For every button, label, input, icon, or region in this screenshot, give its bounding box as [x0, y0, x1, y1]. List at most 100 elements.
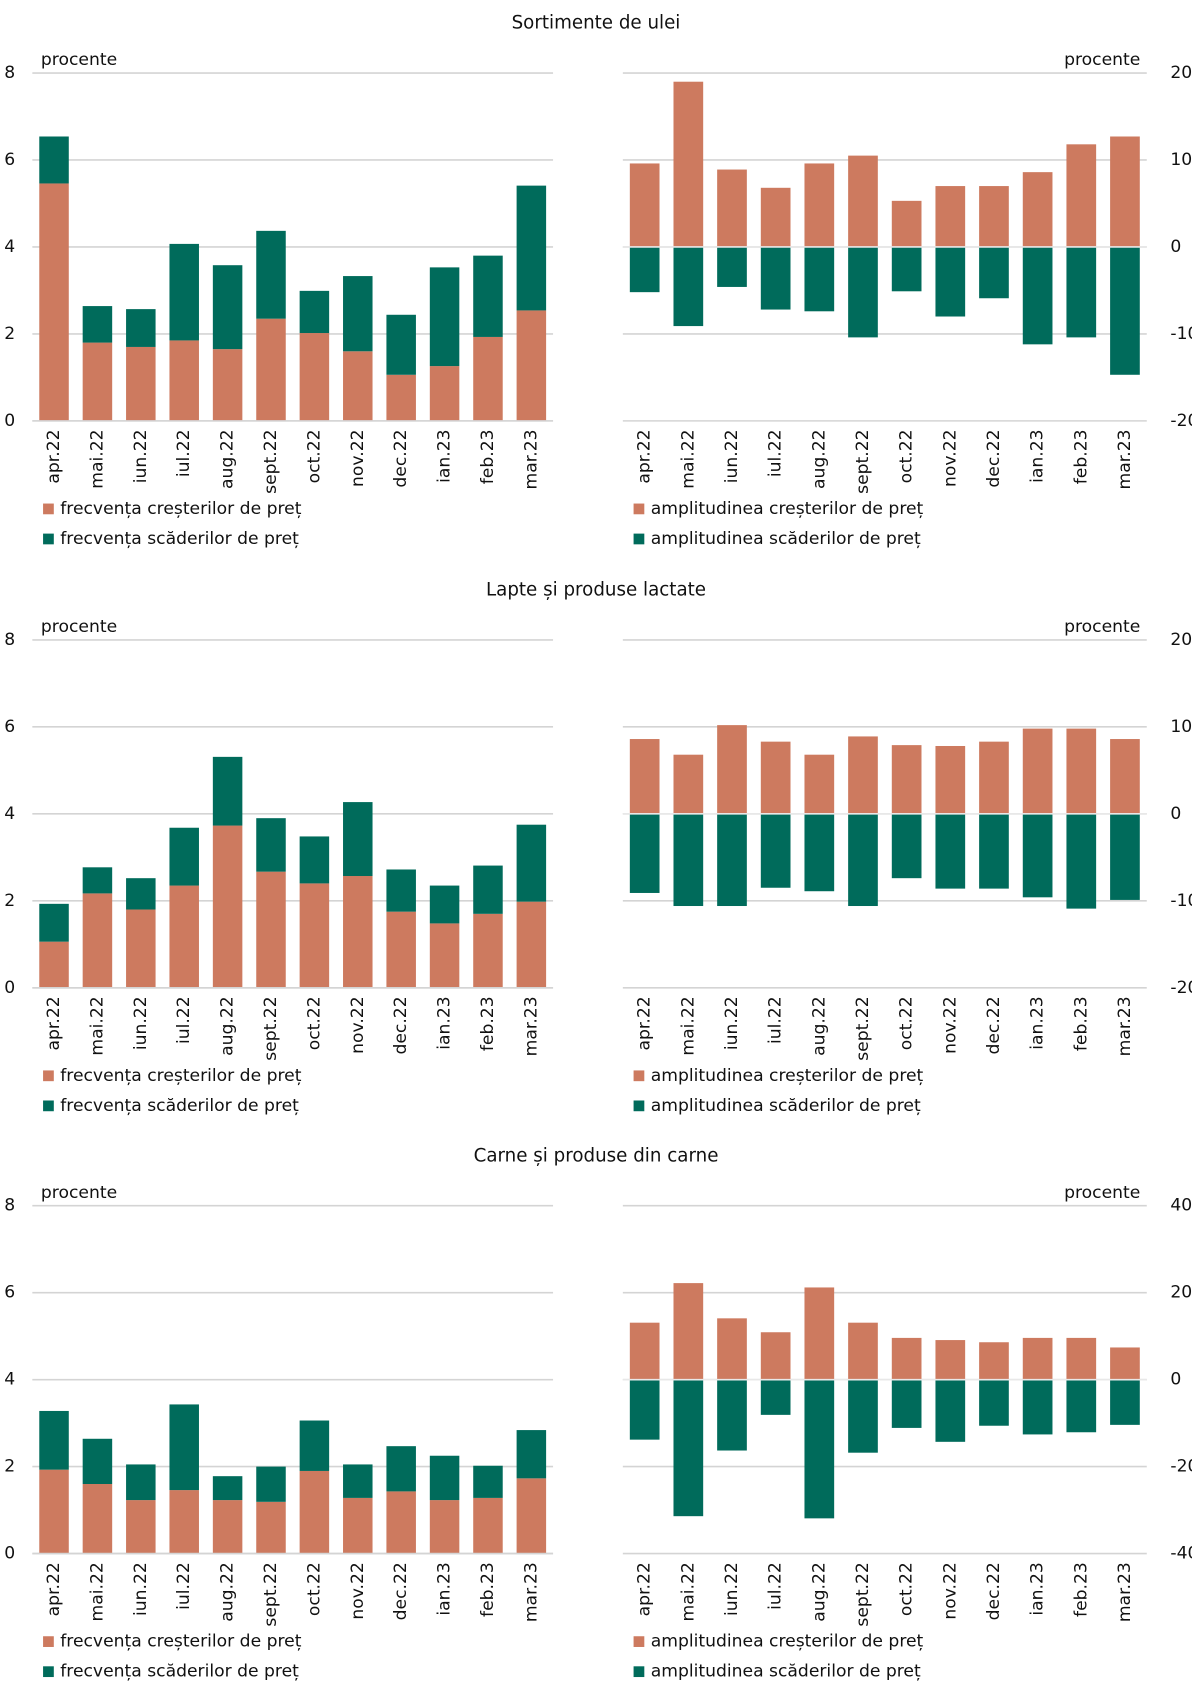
x-tick-label: nov.22 [348, 1562, 368, 1619]
bar [429, 885, 460, 924]
bar [39, 1469, 69, 1554]
bar [979, 1342, 1009, 1380]
bar [516, 1478, 547, 1554]
bar [891, 1337, 922, 1380]
bar [299, 836, 330, 884]
x-tick-label: iun.22 [722, 1562, 742, 1616]
bar [343, 276, 373, 352]
y-tick-label: 10 [1170, 717, 1192, 737]
y-tick-label: 40 [1170, 1196, 1192, 1216]
bar [429, 366, 460, 421]
x-tick-label: feb.23 [478, 1562, 498, 1617]
bar [82, 867, 113, 894]
legend-label: amplitudinea scăderilor de preț [651, 1096, 921, 1116]
bar [256, 230, 286, 319]
y-axis-label: procente [41, 1183, 117, 1203]
bar [717, 725, 747, 814]
x-tick-label: nov.22 [348, 996, 368, 1053]
x-tick-label: nov.22 [940, 996, 960, 1053]
y-tick-label: 0 [4, 1544, 15, 1564]
x-tick-label: mar.23 [521, 1562, 541, 1622]
bar [212, 756, 243, 826]
y-tick-label: 4 [4, 804, 15, 824]
x-tick-label: sept.22 [261, 1562, 281, 1626]
x-tick-label: oct.22 [897, 996, 917, 1050]
bar [848, 246, 878, 338]
legend-swatch [633, 1100, 645, 1112]
bar [169, 340, 199, 421]
bar [804, 754, 835, 814]
bar [673, 1283, 704, 1380]
bar [1022, 172, 1053, 247]
x-tick-label: sept.22 [853, 996, 873, 1060]
bar [429, 1455, 460, 1501]
x-tick-label: dec.22 [984, 996, 1004, 1054]
x-tick-label: mar.23 [521, 429, 541, 489]
bar [760, 187, 791, 247]
bar [429, 1500, 460, 1554]
bar [1110, 136, 1140, 247]
bar [386, 314, 416, 375]
x-tick-label: aug.22 [809, 429, 829, 489]
x-tick-label: nov.22 [940, 1562, 960, 1619]
x-tick-label: feb.23 [478, 996, 498, 1051]
bar [429, 923, 460, 988]
bar [126, 878, 156, 910]
x-tick-label: ian.23 [1028, 429, 1048, 482]
bar [126, 309, 156, 347]
bar [169, 243, 199, 341]
x-tick-label: feb.23 [1071, 429, 1091, 484]
bar [673, 81, 704, 247]
legend-label: amplitudinea scăderilor de preț [651, 529, 921, 549]
bar [717, 169, 747, 247]
x-tick-label: aug.22 [809, 996, 829, 1056]
x-tick-label: iul.22 [766, 429, 786, 477]
legend-label: amplitudinea scăderilor de preț [651, 1662, 921, 1682]
section-title: Lapte și produse lactate [486, 580, 706, 601]
x-tick-label: mai.22 [87, 996, 107, 1055]
x-tick-label: dec.22 [391, 429, 411, 487]
y-axis-label: procente [1064, 1183, 1140, 1203]
x-tick-label: mai.22 [678, 996, 698, 1055]
x-tick-label: apr.22 [635, 996, 655, 1050]
x-tick-label: ian.23 [435, 429, 455, 482]
bar [343, 876, 373, 988]
bar [804, 246, 835, 312]
y-tick-label: 0 [4, 411, 15, 431]
bar [1066, 246, 1097, 338]
bar [82, 1484, 113, 1554]
bar [82, 893, 113, 988]
legend-label: amplitudinea creșterilor de preț [651, 1066, 924, 1086]
bar [39, 903, 69, 942]
bar [126, 1464, 156, 1501]
y-tick-label: 20 [1170, 630, 1192, 650]
bar [256, 818, 286, 872]
bar [673, 246, 704, 327]
legend-swatch [633, 503, 645, 515]
bar [891, 1379, 922, 1428]
legend-swatch [43, 533, 54, 545]
y-tick-label: 10 [1170, 150, 1192, 170]
y-tick-label: 6 [4, 150, 15, 170]
bar [979, 741, 1009, 814]
x-tick-label: iun.22 [722, 996, 742, 1050]
x-tick-label: iun.22 [131, 996, 151, 1050]
x-tick-label: aug.22 [218, 429, 238, 489]
x-tick-label: apr.22 [635, 1562, 655, 1616]
x-tick-label: apr.22 [635, 429, 655, 483]
x-tick-label: oct.22 [304, 1562, 324, 1616]
bar [386, 374, 416, 421]
x-tick-label: ian.23 [435, 1562, 455, 1615]
bar [82, 1438, 113, 1485]
bar [1022, 246, 1053, 345]
legend-swatch [43, 1666, 54, 1678]
bar [979, 186, 1009, 247]
x-tick-label: apr.22 [44, 1562, 64, 1616]
bar [39, 183, 69, 421]
y-tick-label: 8 [4, 63, 15, 83]
bar [717, 813, 747, 907]
legend-swatch [633, 533, 645, 545]
y-tick-label: 2 [4, 324, 15, 344]
y-tick-label: 0 [1170, 1370, 1181, 1390]
